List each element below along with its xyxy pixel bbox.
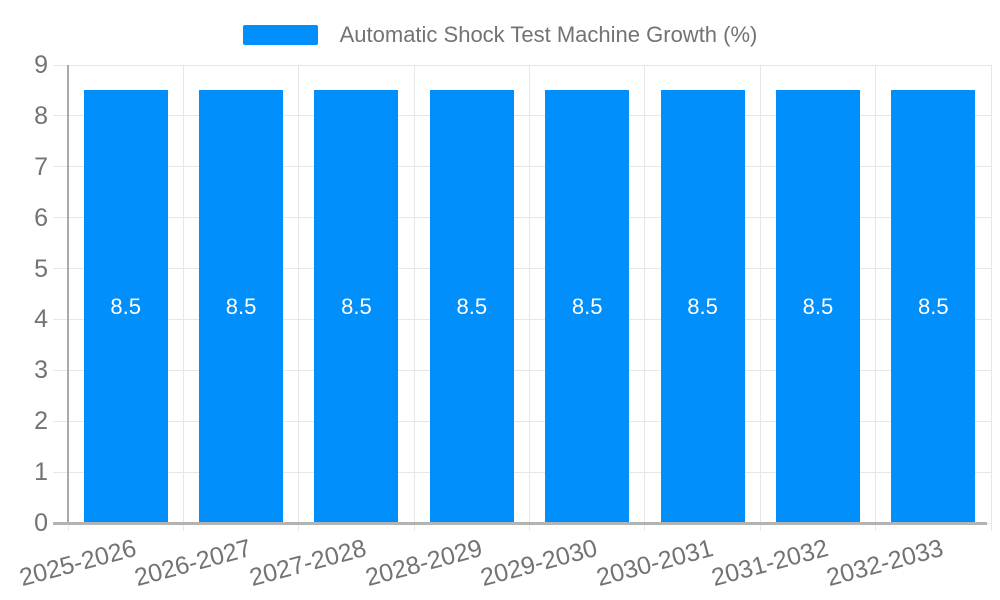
y-axis-label: 5 [34, 254, 48, 283]
y-axis-line [67, 65, 69, 523]
y-axis-label: 7 [34, 152, 48, 181]
x-gridline [644, 65, 646, 531]
bar-value-label: 8.5 [918, 293, 949, 319]
y-axis-label: 2 [34, 407, 48, 436]
y-gridline [53, 166, 991, 168]
y-axis-label: 4 [34, 305, 48, 334]
y-gridline [53, 318, 991, 320]
y-axis-label: 6 [34, 203, 48, 232]
bar-value-label: 8.5 [456, 293, 488, 319]
bar[interactable] [83, 90, 168, 523]
y-axis-label: 1 [34, 458, 48, 487]
bar-value-label: 8.5 [571, 293, 603, 319]
bar[interactable] [314, 90, 399, 523]
bar[interactable] [429, 90, 514, 523]
legend-label: Automatic Shock Test Machine Growth (%) [339, 22, 758, 47]
x-axis-line [53, 521, 987, 525]
legend-swatch [242, 25, 318, 45]
x-gridline [990, 65, 992, 531]
x-gridline [529, 65, 530, 531]
bar[interactable] [775, 90, 860, 523]
bar[interactable] [891, 90, 976, 523]
y-gridline [53, 369, 991, 371]
bar[interactable] [660, 90, 745, 523]
y-gridline [53, 64, 991, 66]
bar-value-label: 8.5 [802, 293, 834, 319]
y-axis-label: 3 [34, 356, 48, 385]
x-gridline [182, 65, 184, 531]
y-gridline [53, 471, 991, 473]
y-axis-label: 0 [34, 509, 48, 537]
bar-value-label: 8.5 [110, 293, 141, 319]
x-gridline [298, 65, 300, 531]
y-gridline [53, 115, 991, 117]
bar-value-label: 8.5 [225, 293, 257, 319]
x-gridline [413, 65, 415, 531]
bar[interactable] [545, 90, 630, 523]
x-gridline [875, 65, 877, 531]
legend-item[interactable]: Automatic Shock Test Machine Growth (%) [0, 22, 1000, 48]
bar[interactable] [199, 90, 284, 523]
y-gridline [53, 420, 991, 422]
y-axis-label: 9 [34, 51, 48, 79]
bar-value-label: 8.5 [341, 293, 372, 319]
y-gridline [53, 217, 991, 219]
bar-value-label: 8.5 [687, 293, 718, 319]
x-gridline [759, 65, 761, 531]
y-gridline [53, 268, 991, 270]
y-axis-label: 8 [34, 101, 48, 130]
